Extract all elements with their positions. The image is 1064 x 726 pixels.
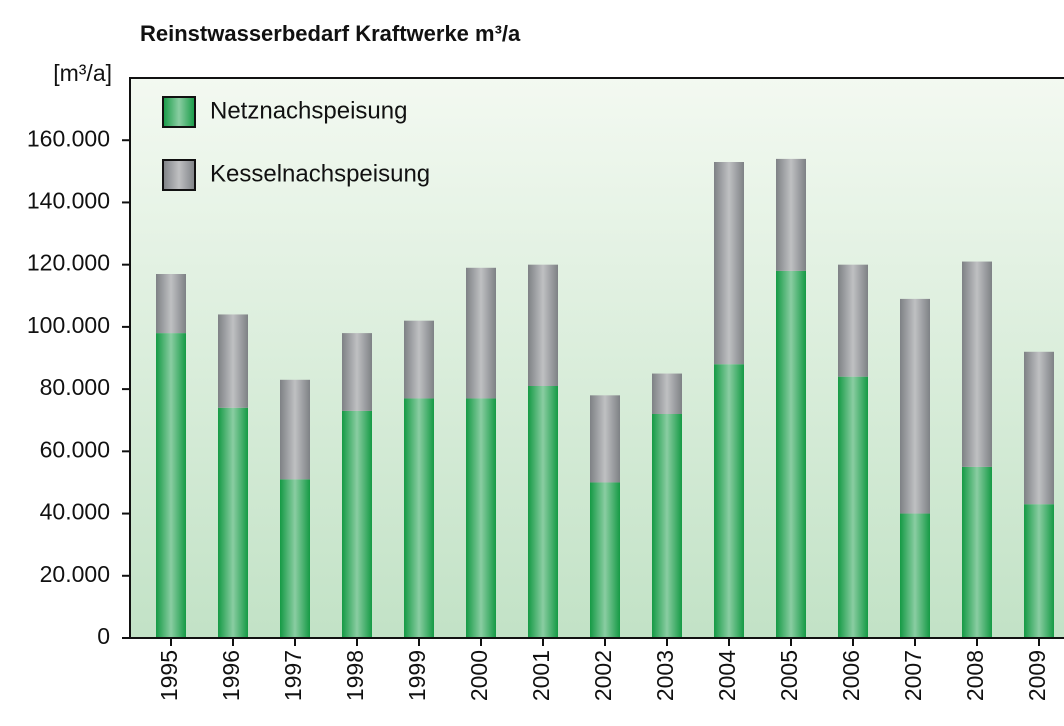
legend-swatch bbox=[162, 96, 196, 128]
bar bbox=[962, 261, 992, 467]
x-tick-label: 2003 bbox=[652, 650, 678, 701]
x-tick-label: 2009 bbox=[1024, 650, 1050, 701]
bar bbox=[652, 373, 682, 414]
legend-label: Netznachspeisung bbox=[210, 97, 407, 124]
x-tick-label: 1997 bbox=[280, 650, 306, 701]
bar bbox=[590, 482, 620, 638]
legend-swatch bbox=[162, 159, 196, 191]
x-tick-label: 1999 bbox=[404, 650, 430, 701]
y-tick-label: 0 bbox=[97, 623, 110, 649]
bar bbox=[714, 364, 744, 638]
legend-label: Kesselnachspeisung bbox=[210, 160, 430, 187]
bar bbox=[218, 407, 248, 638]
y-tick-label: 140.000 bbox=[27, 188, 110, 214]
y-tick-label: 100.000 bbox=[27, 312, 110, 338]
bar bbox=[776, 158, 806, 271]
bar bbox=[218, 314, 248, 408]
bar bbox=[404, 398, 434, 638]
bar bbox=[342, 410, 372, 638]
bar bbox=[466, 267, 496, 399]
y-tick-label: 60.000 bbox=[40, 436, 110, 462]
y-tick-label: 20.000 bbox=[40, 561, 110, 587]
bar bbox=[590, 395, 620, 483]
y-tick-label: 80.000 bbox=[40, 374, 110, 400]
bar bbox=[156, 274, 186, 334]
bar bbox=[776, 270, 806, 638]
y-tick-label: 40.000 bbox=[40, 499, 110, 525]
y-tick-label: 120.000 bbox=[27, 250, 110, 276]
x-tick-label: 1996 bbox=[218, 650, 244, 701]
bar bbox=[156, 333, 186, 638]
bar bbox=[962, 466, 992, 638]
bar bbox=[1024, 351, 1054, 505]
x-tick-label: 2004 bbox=[714, 650, 740, 701]
bar bbox=[528, 386, 558, 638]
bar bbox=[528, 264, 558, 386]
bar bbox=[838, 264, 868, 377]
x-tick-label: 2008 bbox=[962, 650, 988, 701]
x-tick-label: 2001 bbox=[528, 650, 554, 701]
bar bbox=[900, 298, 930, 514]
bar bbox=[404, 320, 434, 399]
x-tick-label: 1998 bbox=[342, 650, 368, 701]
bar bbox=[838, 376, 868, 638]
bar bbox=[652, 414, 682, 638]
bar bbox=[900, 513, 930, 638]
x-tick-label: 2005 bbox=[776, 650, 802, 701]
chart-title: Reinstwasserbedarf Kraftwerke m³/a bbox=[140, 21, 521, 46]
y-tick-label: 160.000 bbox=[27, 125, 110, 151]
x-tick-label: 2000 bbox=[466, 650, 492, 701]
x-tick-label: 2002 bbox=[590, 650, 616, 701]
y-axis-label: [m³/a] bbox=[53, 60, 112, 86]
bar bbox=[342, 333, 372, 411]
x-tick-label: 2006 bbox=[838, 650, 864, 701]
bar bbox=[714, 162, 744, 365]
bar bbox=[280, 379, 310, 480]
bar bbox=[1024, 504, 1054, 638]
bar bbox=[466, 398, 496, 638]
x-tick-label: 2007 bbox=[900, 650, 926, 701]
bar bbox=[280, 479, 310, 638]
x-tick-label: 1995 bbox=[156, 650, 182, 701]
